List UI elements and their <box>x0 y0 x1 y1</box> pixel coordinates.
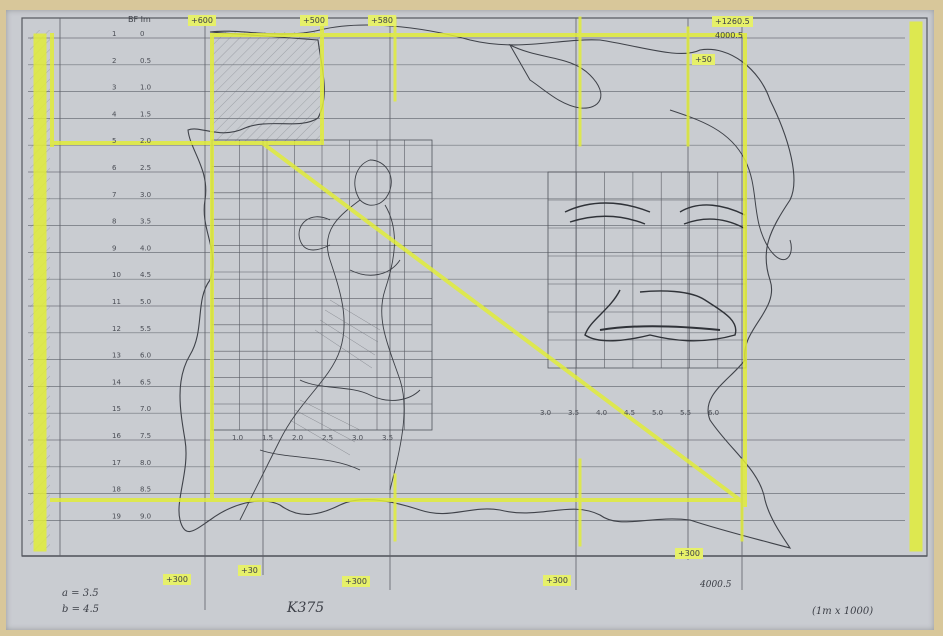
scale-row-value: 0 <box>140 30 144 38</box>
center-note: K375 <box>287 600 325 616</box>
scale-note: (1m x 1000) <box>812 606 874 617</box>
scale-row-value: 4.0 <box>140 244 151 252</box>
hatched-top-left <box>212 32 322 142</box>
face-grid-label: 3.0 <box>540 409 551 417</box>
scale-row-index: 10 <box>112 271 121 279</box>
scale-row-index: 8 <box>112 218 116 226</box>
note-b: b = 4.5 <box>62 604 100 615</box>
scale-row-index: 14 <box>112 378 121 386</box>
bottom-tag-4: +300 <box>543 575 571 586</box>
bottom-tag-2: +30 <box>238 565 261 576</box>
scale-row-index: 9 <box>112 244 116 252</box>
scale-row-value: 7.0 <box>140 405 151 413</box>
scale-row-index: 1 <box>112 30 116 38</box>
figure-grid-label: 3.5 <box>382 434 393 442</box>
bottom-right-label: 4000.5 <box>700 580 732 590</box>
construction-lines <box>59 18 743 610</box>
top-right-label: +1260.5 <box>712 16 753 27</box>
scale-row-value: 3.5 <box>140 218 151 226</box>
scale-row-value: 5.5 <box>140 325 151 333</box>
scale-row-index: 16 <box>112 432 121 440</box>
scale-row-value: 8.5 <box>140 486 151 494</box>
highlighter-marks <box>33 16 923 552</box>
figure-grid-label: 3.0 <box>352 434 363 442</box>
scale-row-value: 1.5 <box>140 110 151 118</box>
face-grid-label: 6.0 <box>708 409 719 417</box>
bottom-tag-5: +300 <box>675 548 703 559</box>
face-sketch <box>564 202 746 342</box>
top-right-sub: 4000.5 <box>715 31 743 40</box>
scale-row-index: 11 <box>112 298 121 306</box>
scale-row-value: 2.0 <box>140 137 151 145</box>
scale-row-index: 2 <box>112 57 116 65</box>
face-grid-label: 4.5 <box>624 409 635 417</box>
scale-row-value: 1.0 <box>140 84 151 92</box>
face-grid-label: 5.0 <box>652 409 663 417</box>
face-grid-label: 5.5 <box>680 409 691 417</box>
scale-row-index: 18 <box>112 486 121 494</box>
scale-row-index: 3 <box>112 84 116 92</box>
sheet-frame <box>21 17 928 557</box>
scale-row-value: 0.5 <box>140 57 151 65</box>
scale-row-value: 9.0 <box>140 512 151 520</box>
bottom-tag-3: +300 <box>342 576 370 587</box>
face-grid-label: 4.0 <box>596 409 607 417</box>
scale-row-index: 13 <box>112 352 121 360</box>
map-coast-right <box>669 109 792 261</box>
figure-grid-label: 2.5 <box>322 434 333 442</box>
note-a: a = 3.5 <box>62 588 99 599</box>
top-tag-scale: BF Im <box>128 15 151 24</box>
scale-row-index: 19 <box>112 512 121 520</box>
scale-row-index: 6 <box>112 164 117 172</box>
drawing-sheet <box>6 10 934 630</box>
scale-row-index: 15 <box>112 405 121 413</box>
top-tag-1: +600 <box>188 15 216 26</box>
figure-grid-label: 2.0 <box>292 434 303 442</box>
scale-row-value: 7.5 <box>140 432 151 440</box>
scale-row-index: 17 <box>112 459 121 467</box>
scale-row-value: 6.0 <box>140 352 151 360</box>
scale-row-value: 2.5 <box>140 164 151 172</box>
scale-row-index: 7 <box>112 191 116 199</box>
figure-grid-label: 1.0 <box>232 434 243 442</box>
ruled-lines <box>28 37 905 521</box>
figure-shading <box>289 299 381 456</box>
top-tag-2: +500 <box>300 15 328 26</box>
scale-row-value: 8.0 <box>140 459 151 467</box>
figure-grid-label: 1.5 <box>262 434 273 442</box>
scale-row-index: 12 <box>112 325 121 333</box>
map-inlet <box>508 43 602 109</box>
scale-row-value: 4.5 <box>140 271 151 279</box>
scale-row-index: 5 <box>112 137 116 145</box>
right-tag: +50 <box>692 54 715 65</box>
scale-row-value: 6.5 <box>140 378 151 386</box>
scale-row-value: 5.0 <box>140 298 151 306</box>
figure-sketch <box>239 159 421 521</box>
face-grid-label: 3.5 <box>568 409 579 417</box>
bottom-tag-1: +300 <box>163 574 191 585</box>
top-tag-3: +580 <box>368 15 396 26</box>
scale-row-index: 4 <box>112 110 117 118</box>
scale-row-value: 3.0 <box>140 191 151 199</box>
